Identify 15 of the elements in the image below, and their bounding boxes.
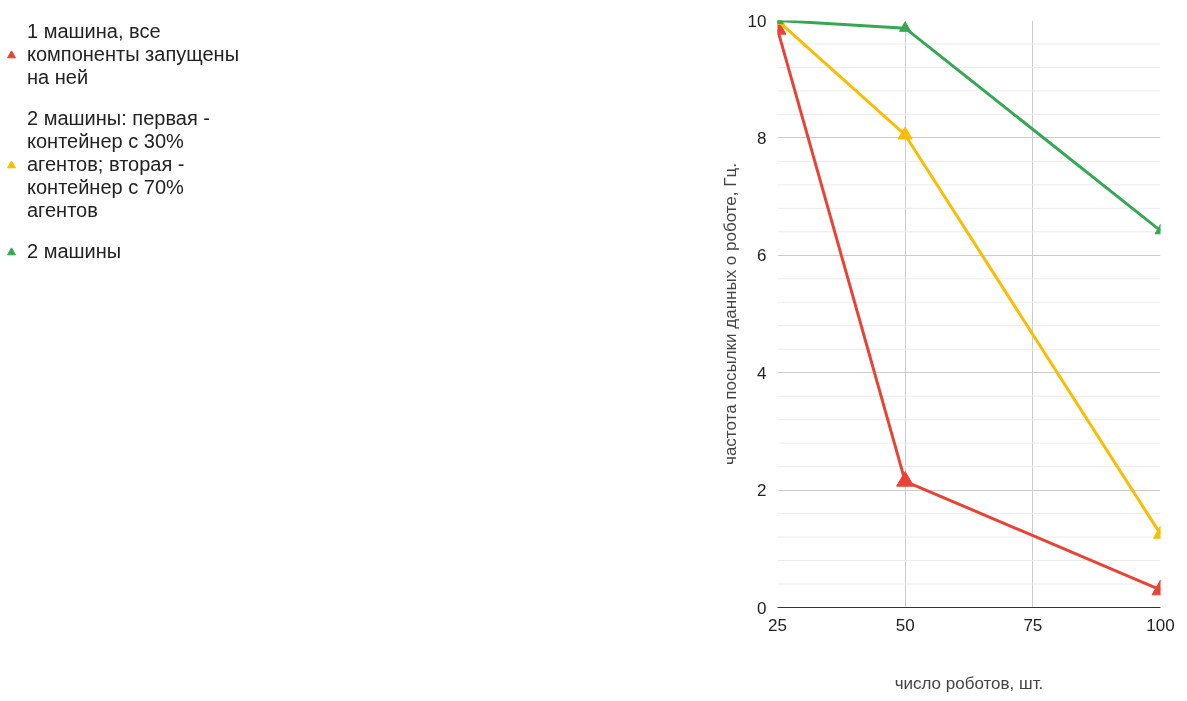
y-tick-label: 0 <box>757 598 767 618</box>
y-tick-label: 10 <box>747 11 767 31</box>
legend-label: 2 машины <box>27 240 122 263</box>
x-tick-label: 75 <box>1023 615 1043 635</box>
x-axis-title: число роботов, шт. <box>894 673 1044 693</box>
y-tick-label: 8 <box>757 128 767 148</box>
legend-label: 2 машины: первая - контейнер с 30% агентов; вторая - контейнер с 70% агентов <box>27 107 210 222</box>
y-tick-label: 6 <box>757 246 767 266</box>
x-tick-label: 100 <box>1146 615 1175 635</box>
legend-label: 1 машина, все компоненты запущены на ней <box>27 20 240 89</box>
x-tick-label: 50 <box>895 615 915 635</box>
y-tick-label: 4 <box>757 363 767 383</box>
y-tick-label: 2 <box>757 481 767 501</box>
y-axis-title: частота посылки данных о роботе, Гц. <box>720 163 740 465</box>
x-tick-label: 25 <box>768 615 787 635</box>
